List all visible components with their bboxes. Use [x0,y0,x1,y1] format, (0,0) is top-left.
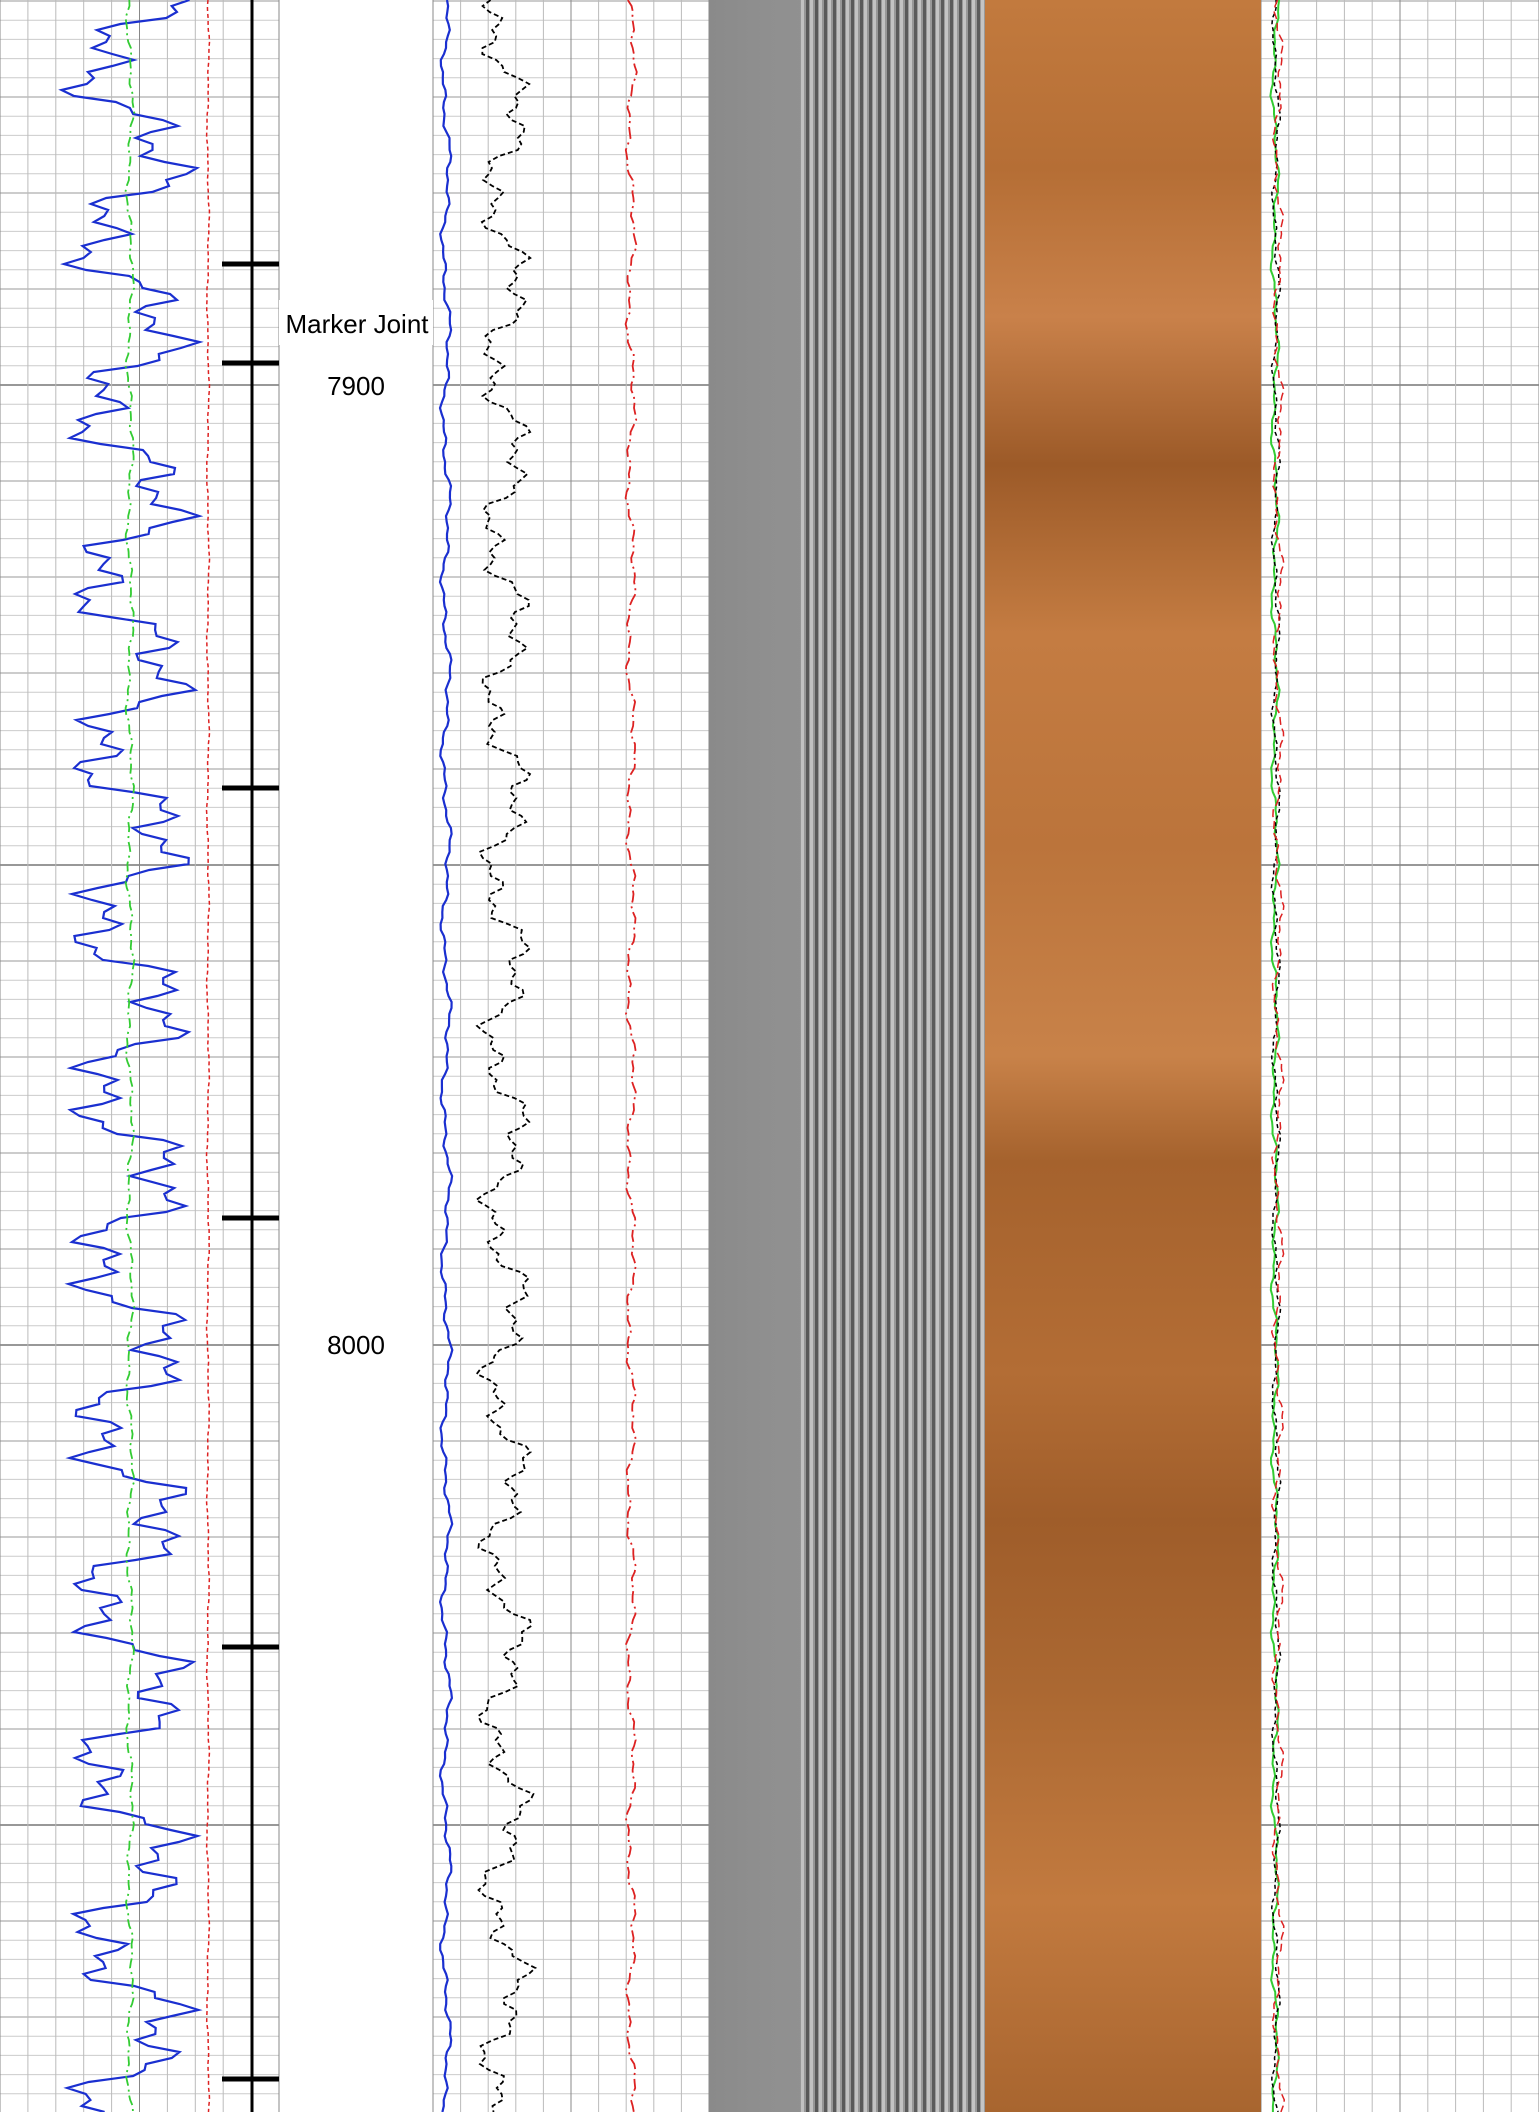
depth-label: 8000 [327,1330,385,1360]
collar-ticks [222,261,279,2082]
curves [58,0,1286,2112]
log-curve [1269,0,1281,2112]
log-curve [438,0,454,2112]
log-curve [474,0,537,2112]
marker-label: Marker Joint [285,309,429,339]
log-curve [1270,0,1286,2112]
log-curve [205,0,211,2112]
log-curve [58,0,204,2112]
label-bg [279,300,433,345]
log-curve [624,0,638,2112]
depth-label: 7900 [327,371,385,401]
vdl-waveforms [800,0,985,2112]
image-track [985,0,1261,2112]
